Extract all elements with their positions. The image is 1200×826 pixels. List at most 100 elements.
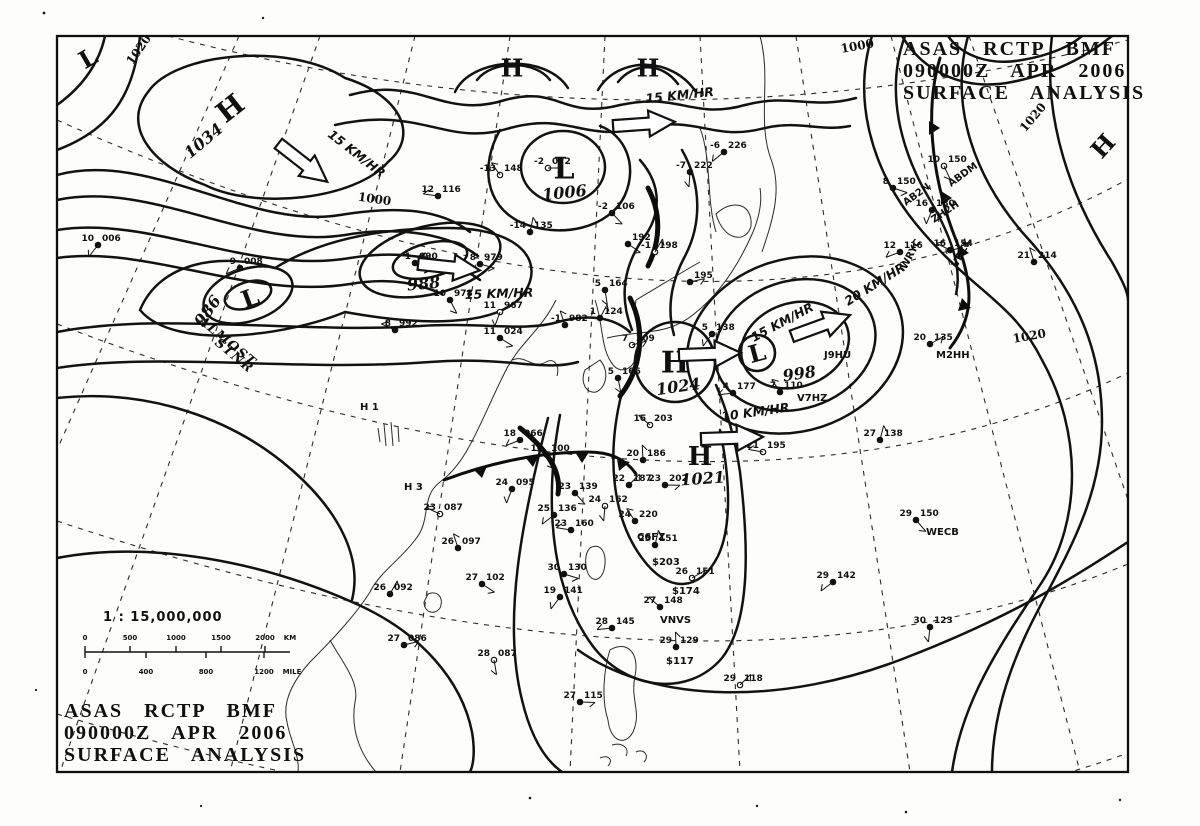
station-plot: -6 226 <box>710 141 747 162</box>
station-temp: 27 <box>863 429 876 439</box>
wind-barb-icon <box>541 514 555 525</box>
movement-speed-label: 15 KM/HR <box>325 127 388 181</box>
scale-km-label: KM <box>284 634 296 642</box>
station-temp: 28 <box>595 617 608 627</box>
map-annotation: $117 <box>666 656 694 667</box>
station-temp: 26 <box>441 537 454 547</box>
station-plot: 1 124 <box>590 304 623 322</box>
wind-barb-icon <box>936 240 951 251</box>
map-annotation: $174 <box>672 586 700 597</box>
center-pressure-value: 998 <box>781 362 817 385</box>
station-plot: 29 118 <box>723 674 763 689</box>
scale-mile-label: 0 <box>83 668 88 676</box>
station-temp: 29 <box>659 636 672 646</box>
station-temp: 21 <box>746 441 759 451</box>
station-plot: 25 136 <box>537 504 577 525</box>
movement-arrow: 15 KM/HR <box>416 252 534 302</box>
station-plot: 27 148 <box>643 596 683 611</box>
station-pressure: 110 <box>784 381 803 391</box>
station-pressure: 150 <box>897 177 916 187</box>
station-temp: 23 <box>423 503 436 513</box>
wind-barb-icon <box>820 581 834 592</box>
wind-barb-icon <box>87 244 99 258</box>
block-arrow-icon <box>677 339 744 369</box>
scale-bar: 1 : 15,000,000 0 500 1000 1500 2000 KM 0 400 800 1… <box>83 610 302 676</box>
station-pressure: 138 <box>716 323 735 333</box>
chart-id-top-right: ASAS RCTP BMF 090000Z APR 2006 SURFACE A… <box>903 38 1145 104</box>
wind-barb-icon <box>892 187 908 196</box>
station-pressure: 141 <box>564 586 583 596</box>
wind-barb-icon <box>490 162 501 176</box>
station-temp: 27 <box>563 691 576 701</box>
station-plot: 20 135 <box>913 333 953 348</box>
map-annotation: V7HZ <box>797 393 827 404</box>
station-plot: 7 110 <box>770 378 803 396</box>
wind-barb-icon <box>943 165 951 181</box>
station-pressure: 097 <box>462 537 481 547</box>
station-plot: 27 115 <box>563 691 603 708</box>
wind-barb-icon <box>923 626 931 643</box>
station-pressure: 130 <box>568 563 587 573</box>
station-pressure: 087 <box>498 649 517 659</box>
isobar-value-label: 1000 <box>357 190 392 209</box>
station-pressure: 142 <box>837 571 856 581</box>
station-pressure: 135 <box>934 333 953 343</box>
wind-barb-icon <box>641 444 648 461</box>
station-pressure: 154 <box>954 239 973 249</box>
wind-barb-icon <box>225 267 241 275</box>
station-plot: -1 198 <box>641 238 678 256</box>
map-annotation: J9HU <box>823 350 851 361</box>
center-pressure-value: 1006 <box>541 181 587 205</box>
scale-mile-label: 800 <box>199 668 214 676</box>
wind-barb-icon <box>711 151 725 162</box>
station-pressure: 164 <box>609 279 628 289</box>
movement-speed-label: 15 KM/HR <box>465 285 534 302</box>
station-pressure: 006 <box>102 234 121 244</box>
station-temp: 27 <box>643 596 656 606</box>
wind-barb-icon <box>555 523 572 531</box>
center-letter: H <box>688 442 713 472</box>
station-plot: 24 095 <box>495 478 535 504</box>
station-plot: 16 203 <box>633 414 673 429</box>
station-pressure: 198 <box>659 241 678 251</box>
station-plot: 30 123 <box>913 616 953 643</box>
chart-id-line2: 090000Z APR 2006 <box>903 60 1127 82</box>
station-temp: 26 <box>675 567 688 577</box>
station-pressure: 100 <box>551 444 570 454</box>
station-temp: 20 <box>626 449 639 459</box>
map-annotation: ABDM <box>946 161 980 190</box>
wind-barb-icon <box>599 304 610 319</box>
wind-barb-icon <box>1029 247 1036 263</box>
station-plot: 30 130 <box>547 563 587 582</box>
station-plot: 21 195 <box>746 441 786 456</box>
movement-arrow: 15 KM/HR <box>273 127 388 184</box>
station-plot: 12 116 <box>883 241 923 258</box>
station-plot: 24 162 <box>588 495 628 522</box>
wind-barb-icon <box>654 238 665 253</box>
wind-barb-icon <box>422 189 439 197</box>
station-plot: -1 982 <box>551 310 588 329</box>
station-temp: 11 <box>483 301 496 311</box>
station-pressure: 066 <box>524 429 543 439</box>
map-annotation: $203 <box>652 557 680 568</box>
station-plot: 29 150 <box>899 509 939 532</box>
station-plot: 23 139 <box>558 482 598 505</box>
isobars <box>58 37 1127 771</box>
station-temp: 23 <box>554 519 567 529</box>
station-temp: 30 <box>913 616 926 626</box>
chart-id-line1: ASAS RCTP BMF <box>64 700 277 722</box>
map-annotation: VNVS <box>660 615 691 626</box>
center-letter: H <box>501 53 524 82</box>
station-pressure: 116 <box>904 241 923 251</box>
wind-barb-icon <box>559 310 567 326</box>
station-plot: 20 186 <box>626 444 666 464</box>
wind-barb-icon <box>548 167 564 174</box>
station-pressure: 180 <box>936 199 955 209</box>
station-temp: 30 <box>547 563 560 573</box>
station-plot: 19 141 <box>543 586 583 610</box>
station-plot: 10 978 <box>433 289 473 314</box>
wind-barb-icon <box>479 263 495 272</box>
scale-mile-label: 1200 <box>254 668 274 676</box>
